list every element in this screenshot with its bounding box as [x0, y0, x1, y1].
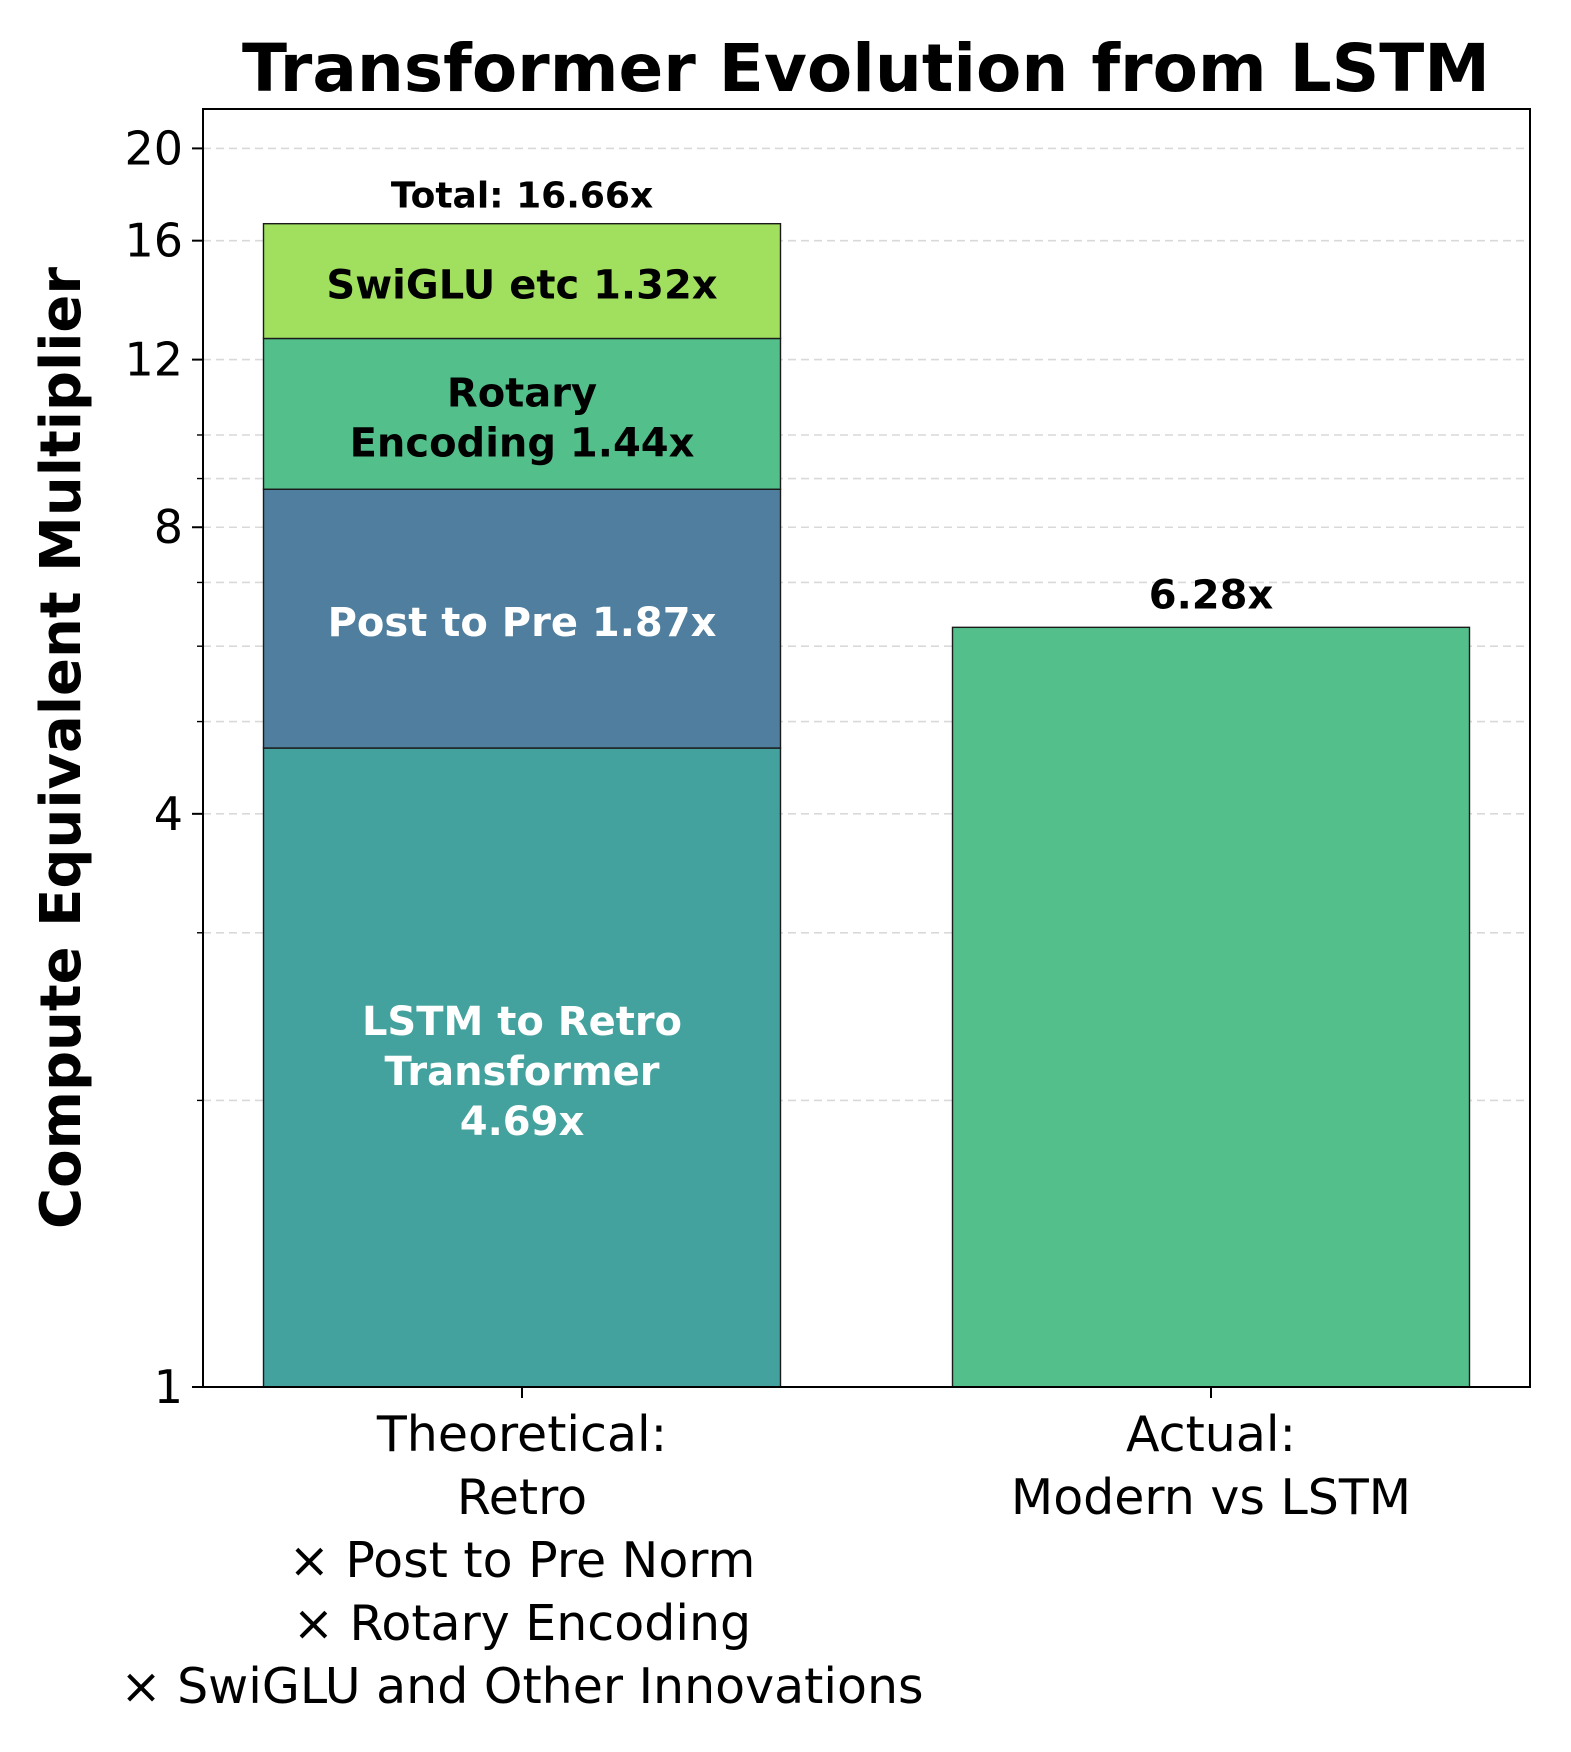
total-label: Total: 16.66x — [391, 176, 653, 217]
bars — [262, 222, 1471, 1388]
y-tick-label: 4 — [154, 787, 183, 841]
bar-segment — [262, 747, 782, 1388]
segment-label: SwiGLU etc 1.32x — [326, 263, 717, 309]
y-tick-label: 1 — [154, 1360, 183, 1414]
chart-text: Transformer Evolution from LSTM Compute E… — [29, 30, 1490, 1229]
segment-label: Post to Pre 1.87x — [328, 600, 717, 646]
segment-label: Rotary Encoding 1.44x — [350, 370, 695, 466]
y-tick-label: 8 — [154, 500, 183, 554]
y-tick-label: 16 — [124, 214, 183, 268]
y-axis-label: Compute Equivalent Multiplier — [29, 267, 94, 1229]
bar-segment — [262, 222, 782, 340]
bar-segment — [262, 488, 782, 749]
chart-title: Transformer Evolution from LSTM — [242, 30, 1490, 107]
y-tick-label: 12 — [124, 333, 183, 387]
segment-label: LSTM to Retro Transformer 4.69x — [362, 999, 682, 1145]
axes: 1 4 8 12 16 20 Theoretical: Retro × Post to Pre … — [120, 108, 1531, 1715]
y-tick-label: 20 — [124, 121, 183, 175]
bar-labels: LSTM to Retro Transformer 4.69x Post to Pre… — [326, 176, 1273, 1145]
value-label: 6.28x — [1149, 572, 1274, 618]
bar — [951, 626, 1471, 1388]
x-tick-label: Actual: Modern vs LSTM — [1011, 1406, 1411, 1526]
x-tick-label: Theoretical: Retro × Post to Pre Norm × Rot… — [120, 1406, 923, 1715]
plot-frame — [202, 108, 1531, 1388]
